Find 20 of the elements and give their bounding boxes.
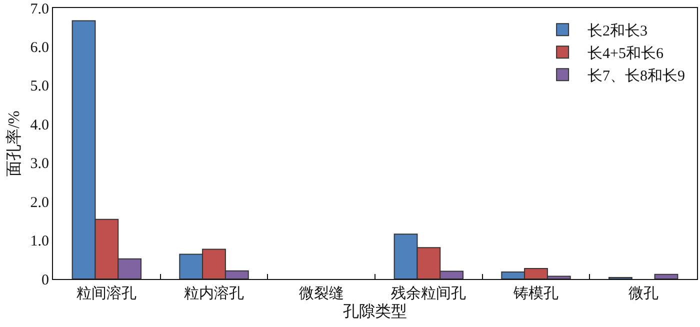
legend-label: 长4+5和长6 xyxy=(588,45,664,62)
y-tick-label: 0 xyxy=(42,272,49,288)
x-tick-label: 微孔 xyxy=(628,286,658,302)
x-tick-label: 粒内溶孔 xyxy=(184,285,244,302)
x-tick-label: 粒间溶孔 xyxy=(76,285,137,302)
y-tick-label: 2.0 xyxy=(30,194,49,211)
x-tick-label: 铸模孔 xyxy=(512,285,558,302)
y-tick-label: 1.0 xyxy=(30,234,49,250)
legend-label: 长2和长3 xyxy=(588,22,648,40)
legend-label: 长7、长8和长9 xyxy=(588,68,686,85)
x-tick-label: 微裂缝 xyxy=(298,285,344,302)
y-tick-label: 7.0 xyxy=(30,1,49,18)
y-axis-title: 面孔率/% xyxy=(5,110,24,176)
x-tick-label: 残余粒间孔 xyxy=(391,285,466,302)
y-tick-label: 6.0 xyxy=(30,40,49,56)
y-tick-label: 5.0 xyxy=(30,78,49,95)
y-tick-label: 3.0 xyxy=(30,156,49,172)
x-axis-title: 孔隙类型 xyxy=(343,302,407,321)
bar xyxy=(654,274,678,279)
y-tick-label: 4.0 xyxy=(30,117,49,134)
